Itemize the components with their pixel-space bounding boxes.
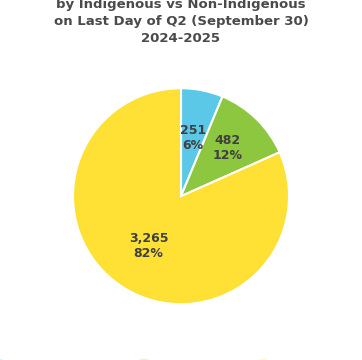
Text: 482
12%: 482 12% — [213, 134, 243, 162]
Wedge shape — [181, 88, 223, 196]
Wedge shape — [73, 88, 289, 304]
Text: 3,265
82%: 3,265 82% — [129, 232, 168, 260]
Wedge shape — [181, 96, 280, 196]
Text: 251
6%: 251 6% — [180, 124, 206, 152]
Legend: Non-Indigenous CIC, To Be Assessed, Indigenous CIC: Non-Indigenous CIC, To Be Assessed, Indi… — [0, 355, 362, 360]
Title: Number and Proportion
of Children in Care (CIC)
by Indigenous vs Non-Indigenous
: Number and Proportion of Children in Car… — [54, 0, 308, 45]
